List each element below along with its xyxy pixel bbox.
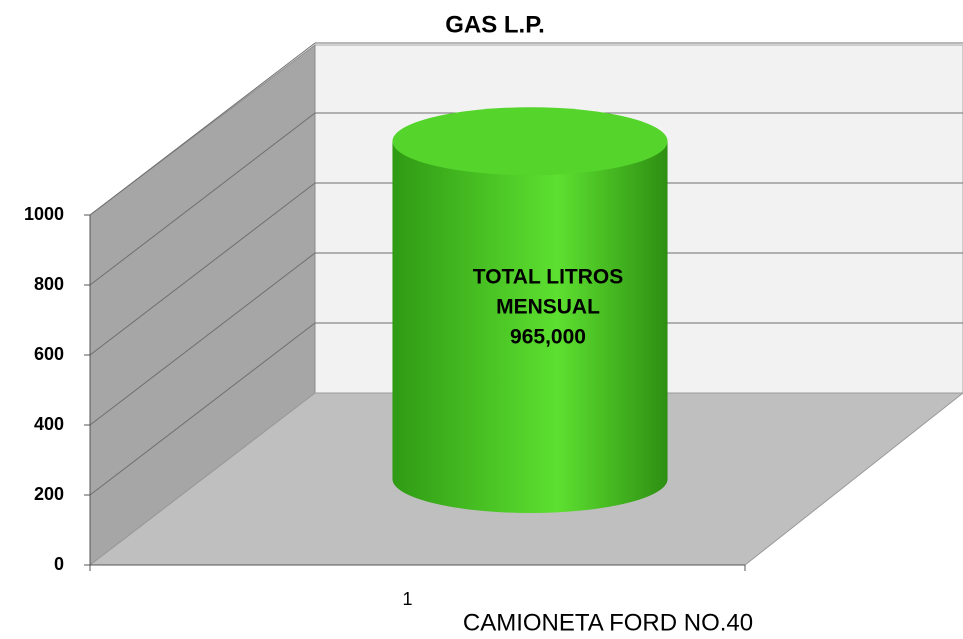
x-tick-label: 1	[402, 589, 412, 609]
y-tick-label: 400	[34, 414, 64, 434]
grid-line	[89, 182, 316, 356]
grid-line	[89, 252, 316, 426]
y-tick-label: 800	[34, 274, 64, 294]
grid-line	[89, 42, 316, 216]
y-tick-label: 0	[54, 554, 64, 574]
bar	[392, 107, 668, 513]
x-axis-label: CAMIONETA FORD NO.40	[463, 609, 753, 636]
annotation: MENSUAL	[496, 296, 600, 319]
y-tick-label: 1000	[24, 204, 64, 224]
bar-part	[392, 141, 668, 513]
y-tick-label: 600	[34, 344, 64, 364]
annotation: 965,000	[510, 326, 586, 349]
grid-line	[89, 322, 316, 496]
annotation: TOTAL LITROS	[473, 266, 624, 289]
y-tick-label: 200	[34, 484, 64, 504]
bar-part	[392, 107, 668, 176]
chart-title: GAS L.P.	[445, 11, 545, 38]
grid-line	[89, 112, 316, 286]
